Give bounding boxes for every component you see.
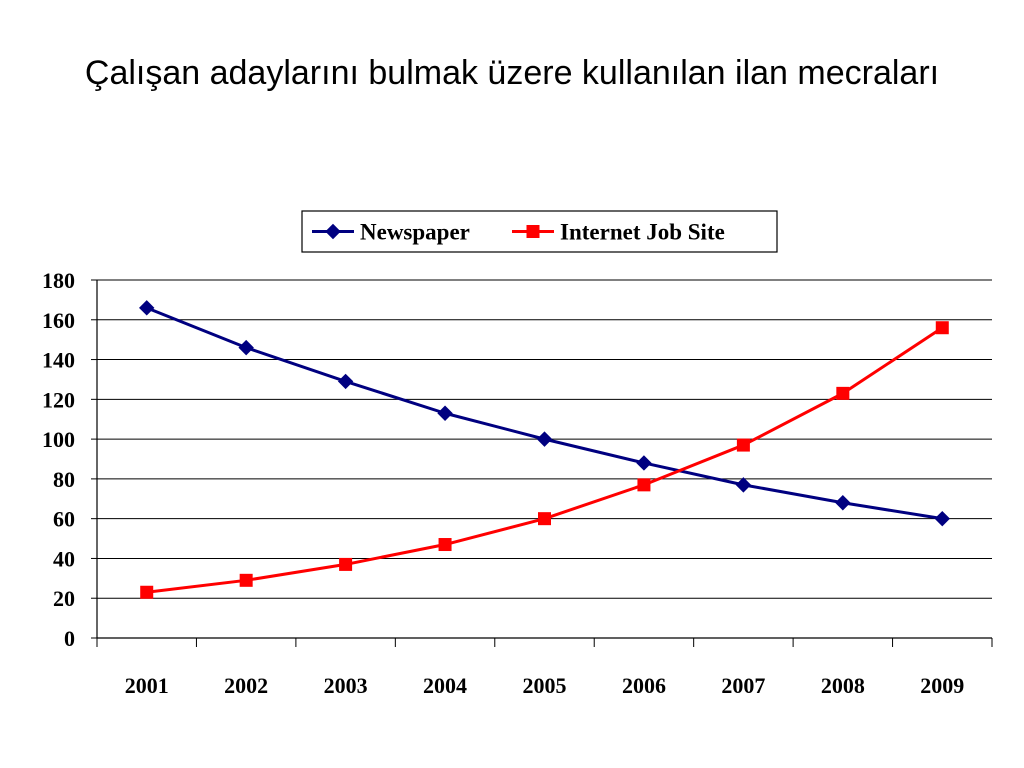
y-tick-label: 80 — [53, 467, 75, 492]
data-point-newspaper — [139, 300, 155, 316]
y-tick-label: 140 — [42, 348, 75, 373]
data-point-internet-job-site — [836, 386, 850, 400]
series-internet-job-site — [140, 321, 949, 599]
y-tick-label: 0 — [64, 626, 75, 651]
series-newspaper — [139, 300, 950, 527]
data-point-newspaper — [536, 431, 553, 447]
x-tick-label: 2007 — [721, 673, 765, 698]
data-point-internet-job-site — [538, 512, 551, 526]
y-tick-label: 120 — [42, 387, 75, 412]
y-tick-label: 20 — [53, 586, 75, 611]
data-point-internet-job-site — [935, 321, 949, 335]
data-point-newspaper — [835, 495, 851, 511]
data-point-internet-job-site — [736, 438, 750, 452]
x-tick-label: 2001 — [125, 673, 169, 698]
legend-label-newspaper: Newspaper — [360, 220, 470, 245]
data-point-newspaper — [636, 455, 652, 471]
series-line-internet-job-site — [146, 326, 944, 594]
legend: Newspaper Internet Job Site — [301, 210, 778, 253]
y-axis-tick-labels: 0 20 40 60 80 100 120 140 160 180 — [42, 268, 75, 651]
data-point-newspaper — [337, 373, 354, 390]
legend-label-internet-job-site: Internet Job Site — [560, 220, 725, 245]
y-tick-label: 180 — [42, 268, 75, 293]
x-tick-label: 2005 — [523, 673, 567, 698]
x-tick-label: 2008 — [821, 673, 865, 698]
legend-marker-internet-job-site — [526, 225, 540, 238]
series-lines — [139, 300, 950, 599]
x-tick-label: 2004 — [423, 673, 467, 698]
data-point-internet-job-site — [637, 478, 651, 492]
data-point-newspaper — [934, 510, 950, 527]
data-point-newspaper — [735, 477, 752, 493]
y-tick-label: 60 — [53, 507, 75, 532]
data-point-newspaper — [238, 339, 254, 356]
series-line-newspaper — [146, 306, 943, 521]
legend-marker-newspaper — [325, 223, 341, 240]
x-tick-label: 2003 — [324, 673, 368, 698]
y-tick-label: 160 — [42, 308, 75, 333]
x-tick-label: 2009 — [920, 673, 964, 698]
data-point-internet-job-site — [239, 573, 253, 587]
x-tick-label: 2006 — [622, 673, 666, 698]
data-point-newspaper — [437, 405, 453, 421]
data-point-internet-job-site — [339, 557, 353, 571]
data-point-internet-job-site — [140, 585, 154, 599]
data-point-internet-job-site — [438, 538, 452, 552]
x-tick-label: 2002 — [224, 673, 268, 698]
y-tick-label: 100 — [42, 427, 75, 452]
page-title: Çalışan adaylarını bulmak üzere kullanıl… — [84, 54, 940, 92]
axes — [91, 279, 993, 647]
y-tick-label: 40 — [53, 546, 75, 571]
x-axis-tick-labels: 2001 2002 2003 2004 2005 2006 2007 2008 2009 — [125, 673, 965, 698]
